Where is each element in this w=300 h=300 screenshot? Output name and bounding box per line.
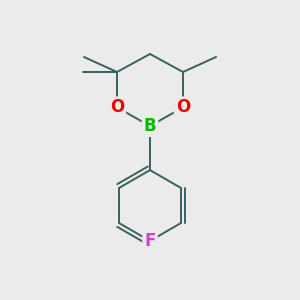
Text: O: O	[176, 98, 190, 116]
Text: O: O	[110, 98, 124, 116]
Text: B: B	[144, 117, 156, 135]
Text: F: F	[144, 232, 156, 250]
